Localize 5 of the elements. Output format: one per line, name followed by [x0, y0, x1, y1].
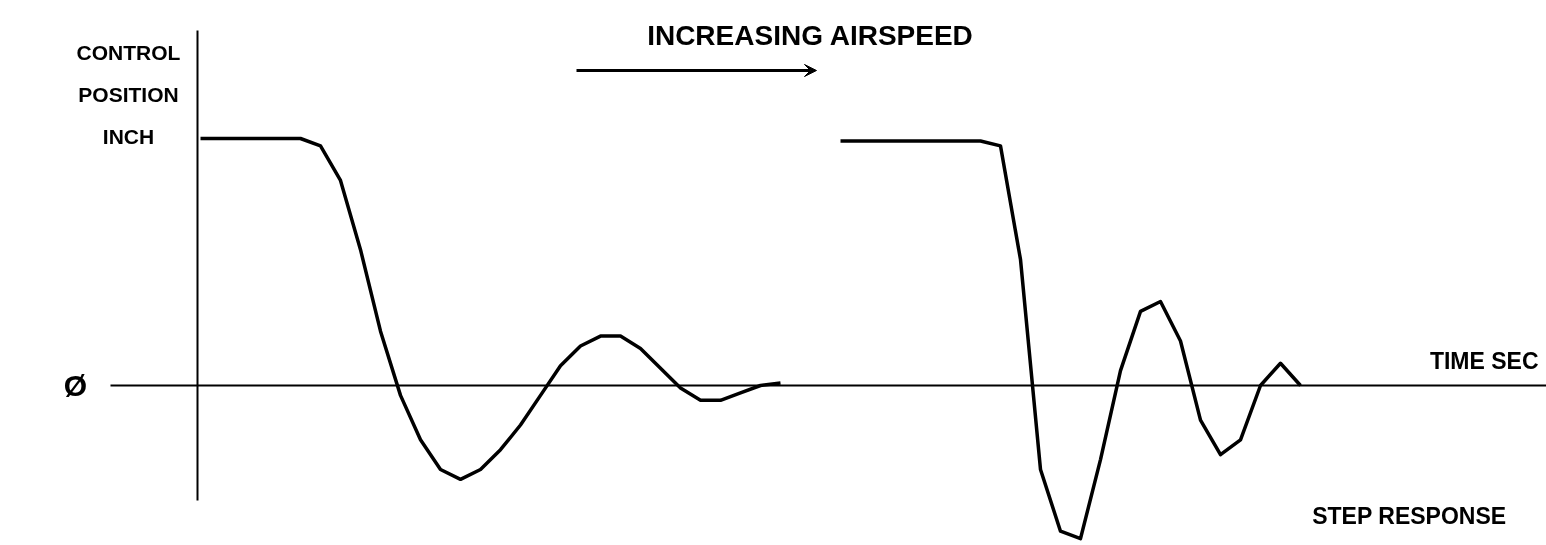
- text: TIME SEC: [1429, 347, 1539, 374]
- chart-title: INCREASING AIRSPEED: [647, 20, 973, 51]
- y-axis-title: CONTROL POSITION INCH: [76, 41, 181, 148]
- text: Ø: [63, 369, 88, 402]
- text: STEP RESPONSE: [1312, 502, 1507, 529]
